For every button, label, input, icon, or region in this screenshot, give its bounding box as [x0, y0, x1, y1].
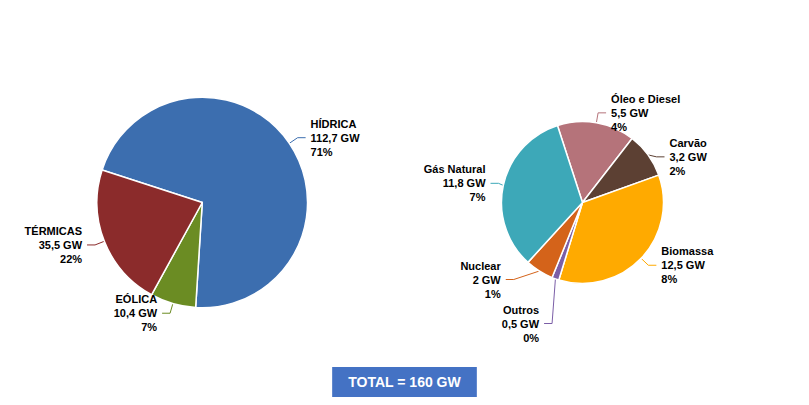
svg-text:0,5 GW: 0,5 GW: [502, 318, 540, 330]
svg-text:TOTAL = 160 GW: TOTAL = 160 GW: [348, 374, 461, 390]
svg-text:Nuclear: Nuclear: [460, 260, 501, 272]
svg-text:5,5 GW: 5,5 GW: [611, 107, 649, 119]
svg-text:Outros: Outros: [503, 304, 539, 316]
svg-text:Óleo e Diesel: Óleo e Diesel: [611, 93, 680, 105]
svg-text:3,2 GW: 3,2 GW: [670, 151, 708, 163]
svg-text:7%: 7%: [141, 321, 157, 333]
svg-text:71%: 71%: [311, 146, 333, 158]
svg-text:11,8 GW: 11,8 GW: [443, 177, 486, 189]
svg-text:TÉRMICAS: TÉRMICAS: [25, 225, 82, 237]
svg-text:7%: 7%: [470, 191, 486, 203]
svg-text:Carvão: Carvão: [670, 137, 708, 149]
svg-text:22%: 22%: [60, 253, 82, 265]
svg-text:HÍDRICA: HÍDRICA: [311, 118, 357, 130]
svg-text:Biomassa: Biomassa: [661, 245, 714, 257]
svg-text:Gás Natural: Gás Natural: [424, 163, 486, 175]
svg-text:1%: 1%: [485, 288, 501, 300]
svg-text:10,4 GW: 10,4 GW: [114, 307, 158, 319]
svg-text:112,7 GW: 112,7 GW: [311, 132, 361, 144]
svg-text:EÓLICA: EÓLICA: [116, 293, 158, 305]
svg-text:2 GW: 2 GW: [473, 274, 502, 286]
svg-text:8%: 8%: [661, 273, 677, 285]
svg-text:4%: 4%: [611, 121, 627, 133]
svg-text:0%: 0%: [523, 332, 539, 344]
svg-text:12,5 GW: 12,5 GW: [661, 259, 705, 271]
svg-text:2%: 2%: [670, 165, 686, 177]
svg-text:35,5 GW: 35,5 GW: [39, 239, 83, 251]
